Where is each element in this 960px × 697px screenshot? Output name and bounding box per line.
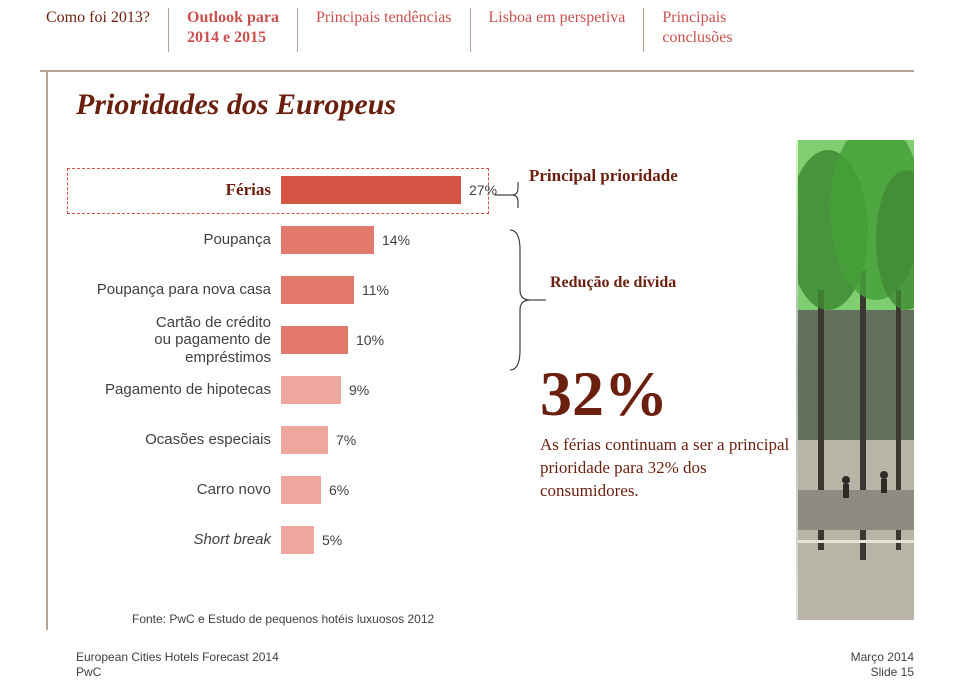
brace-icon — [494, 180, 528, 210]
chart-row: Carro novo 6% — [76, 470, 506, 510]
footer-right: Março 2014 Slide 15 — [851, 650, 914, 681]
nav-separator — [168, 8, 169, 52]
callout-stat: 32% As férias continuam a ser a principa… — [540, 362, 800, 503]
frame-rule-left — [46, 70, 48, 630]
bar-value: 6% — [329, 482, 349, 498]
nav-separator — [470, 8, 471, 52]
bar — [281, 326, 348, 354]
chart-row-label: Cartão de crédito ou pagamento de emprés… — [76, 314, 281, 366]
bar-value: 27% — [469, 182, 497, 198]
bar-track: 14% — [281, 226, 481, 254]
bar-value: 9% — [349, 382, 369, 398]
bar-value: 7% — [336, 432, 356, 448]
bar — [281, 426, 328, 454]
bar — [281, 276, 354, 304]
annotation-principal: Principal prioridade — [529, 165, 678, 186]
slide: Como foi 2013? Outlook para 2014 e 2015 … — [0, 0, 960, 697]
bar-track: 27% — [281, 176, 481, 204]
brace-icon — [508, 225, 548, 375]
nav-item-2[interactable]: Outlook para 2014 e 2015 — [187, 8, 279, 48]
bar — [281, 476, 321, 504]
chart-row-label: Pagamento de hipotecas — [76, 381, 281, 398]
nav-item-3[interactable]: Principais tendências — [316, 8, 452, 28]
street-photo — [796, 140, 914, 620]
nav-item-1[interactable]: Como foi 2013? — [46, 8, 150, 28]
annotation-reducao: Redução de dívida — [550, 273, 676, 293]
nav-item-4[interactable]: Lisboa em perspetiva — [489, 8, 626, 28]
chart-row-label: Carro novo — [76, 481, 281, 498]
bar-value: 14% — [382, 232, 410, 248]
bar-track: 6% — [281, 476, 481, 504]
chart-row-label: Poupança para nova casa — [76, 281, 281, 298]
callout-percentage: 32% — [540, 362, 800, 426]
nav-item-5[interactable]: Principais conclusões — [662, 8, 732, 48]
chart-row: Cartão de crédito ou pagamento de emprés… — [76, 320, 506, 360]
priorities-bar-chart: Férias27%Poupança14%Poupança para nova c… — [76, 170, 506, 600]
frame-tick — [40, 70, 52, 72]
chart-row-label: Férias — [76, 180, 281, 200]
bar-track: 5% — [281, 526, 481, 554]
chart-row-label: Ocasões especiais — [76, 431, 281, 448]
photo-svg — [798, 140, 914, 620]
footer-slide-number: Slide 15 — [851, 665, 914, 681]
chart-row: Poupança para nova casa 11% — [76, 270, 506, 310]
chart-row: Poupança 14% — [76, 220, 506, 260]
bar — [281, 526, 314, 554]
slide-title: Prioridades dos Europeus — [76, 88, 396, 122]
bar-track: 10% — [281, 326, 481, 354]
nav-separator — [643, 8, 644, 52]
bar — [281, 176, 461, 204]
chart-source: Fonte: PwC e Estudo de pequenos hotéis l… — [132, 612, 434, 626]
footer-left: European Cities Hotels Forecast 2014 PwC — [76, 650, 279, 681]
callout-text: As férias continuam a ser a principal pr… — [540, 434, 800, 503]
footer-brand: PwC — [76, 665, 279, 681]
chart-row: Pagamento de hipotecas 9% — [76, 370, 506, 410]
chart-row: Férias27% — [76, 170, 506, 210]
chart-row: Ocasões especiais 7% — [76, 420, 506, 460]
bar-value: 10% — [356, 332, 384, 348]
bar — [281, 226, 374, 254]
bar-track: 11% — [281, 276, 481, 304]
chart-row-label: Poupança — [76, 231, 281, 248]
chart-row-label: Short break — [76, 531, 281, 548]
section-nav: Como foi 2013? Outlook para 2014 e 2015 … — [46, 8, 914, 60]
bar-track: 9% — [281, 376, 481, 404]
bar-track: 7% — [281, 426, 481, 454]
footer-report-title: European Cities Hotels Forecast 2014 — [76, 650, 279, 666]
frame-rule-top — [46, 70, 914, 72]
nav-separator — [297, 8, 298, 52]
bar-value: 5% — [322, 532, 342, 548]
bar — [281, 376, 341, 404]
chart-row: Short break 5% — [76, 520, 506, 560]
footer-date: Março 2014 — [851, 650, 914, 666]
bar-value: 11% — [362, 282, 389, 298]
